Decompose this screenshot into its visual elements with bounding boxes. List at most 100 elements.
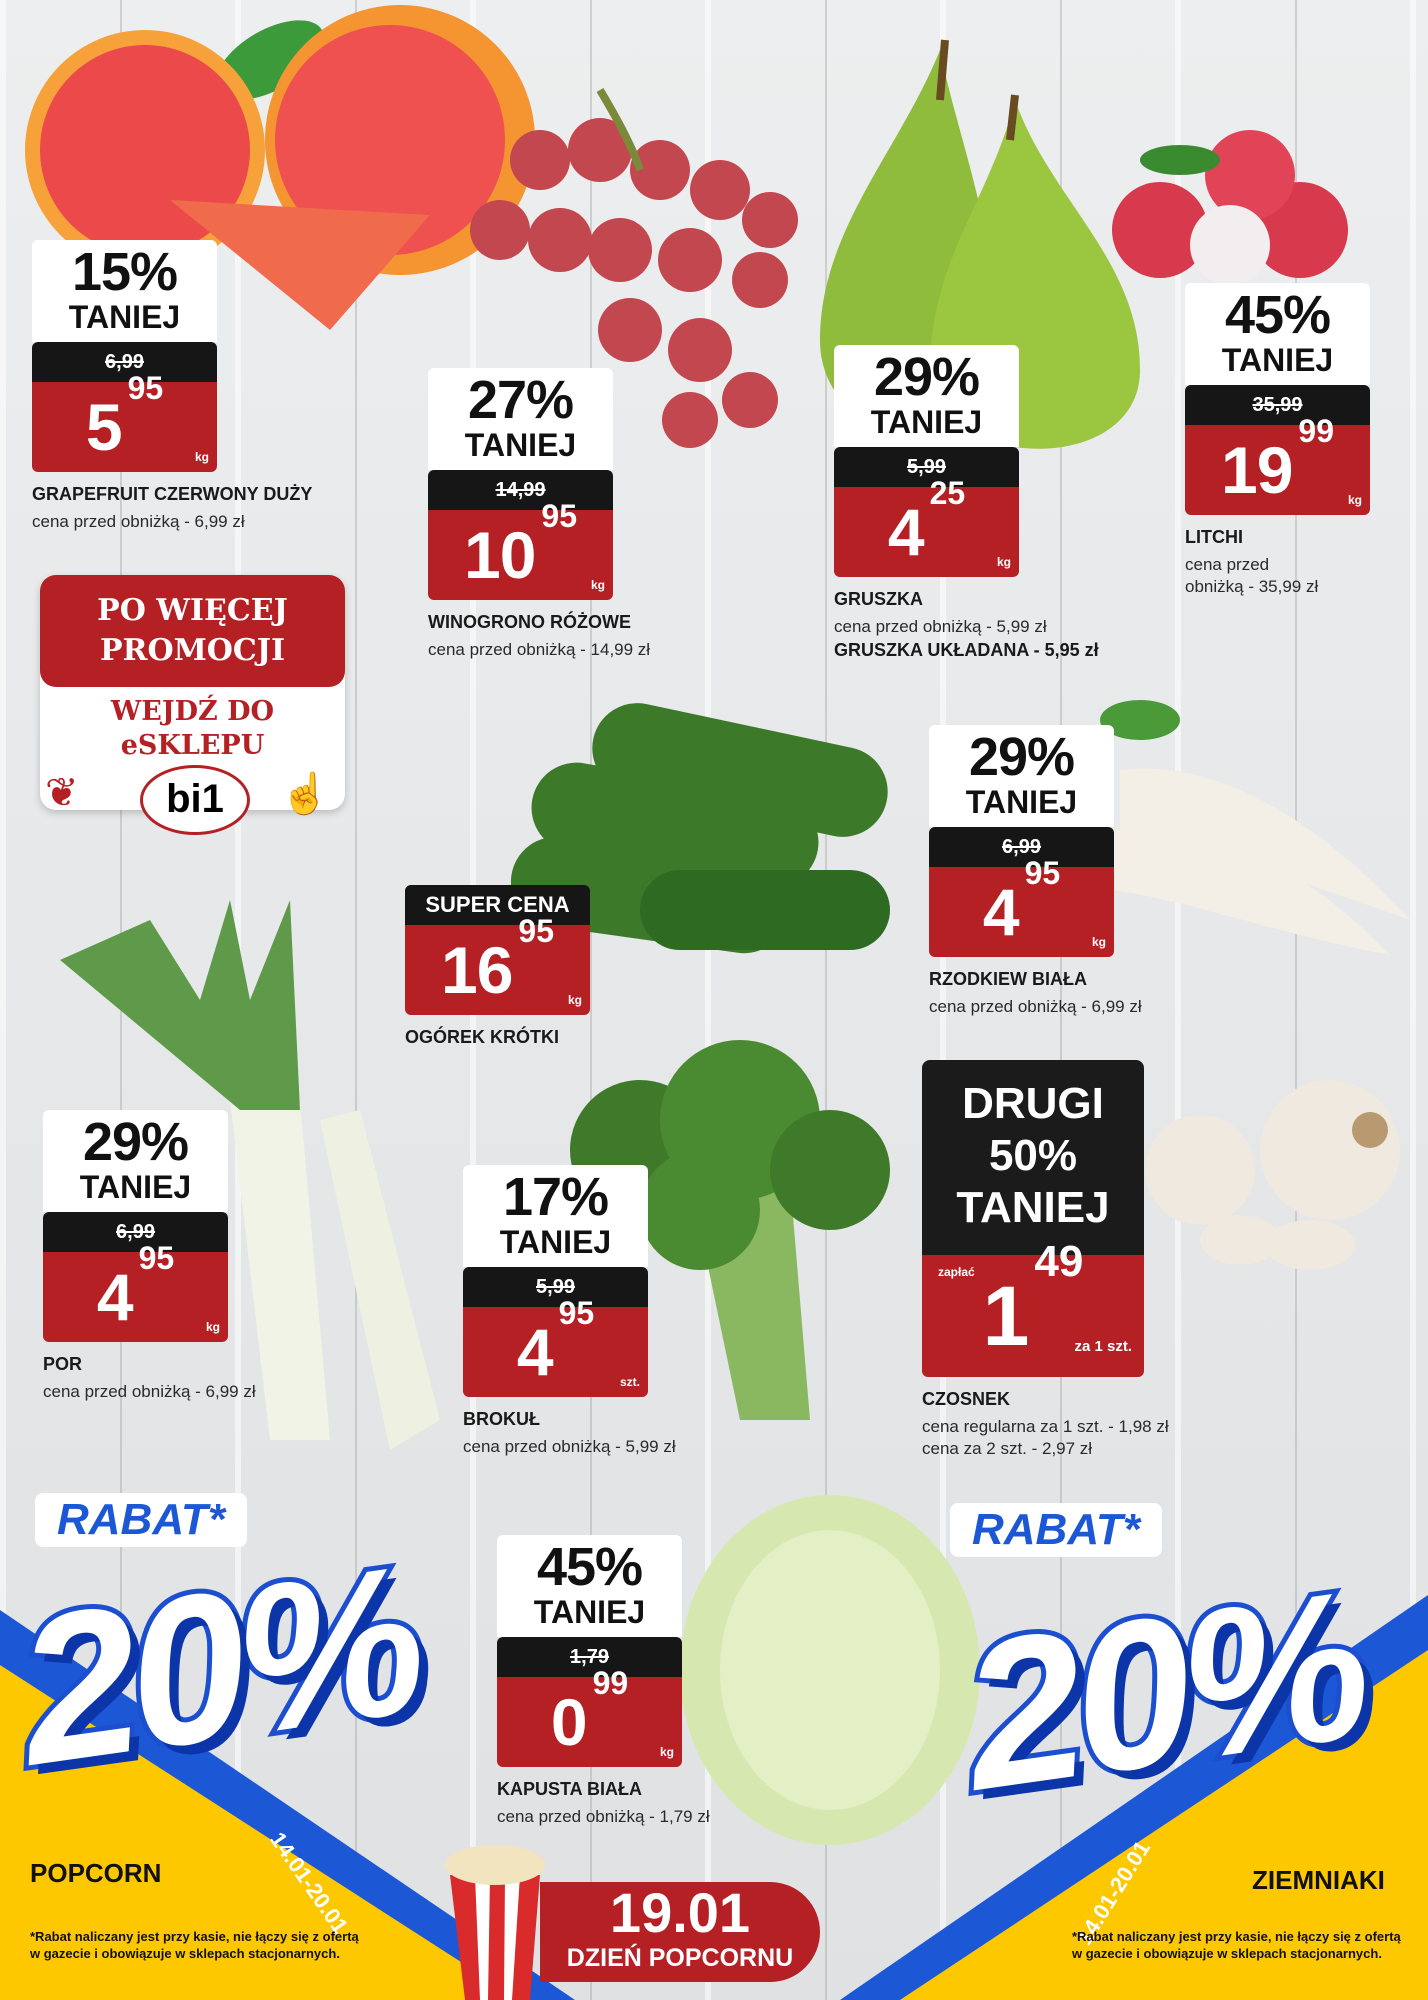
product-por: 29% TANIEJ 6,99 495 kg POR cena przed obniżką … [43, 1110, 256, 1403]
ziemniaki-label: ZIEMNIAKI [1252, 1865, 1385, 1895]
old-price: 6,99 [43, 1212, 228, 1252]
product-kapusta: 45% TANIEJ 1,79 099 kg KAPUSTA BIAŁA cena prze… [497, 1535, 710, 1828]
discount-box: 29% TANIEJ [43, 1110, 228, 1212]
old-price: 5,99 [463, 1267, 648, 1307]
discount-box: 29% TANIEJ [834, 345, 1019, 447]
rabat-label-right: RABAT* [950, 1503, 1162, 1557]
price-box: 495 szt. [463, 1295, 648, 1397]
price-cents: 95 [558, 1295, 595, 1331]
price-unit: kg [194, 450, 209, 464]
discount-box: 27% TANIEJ [428, 368, 613, 470]
hand-pointer-icon: ☝ [280, 772, 330, 816]
price-unit: kg [659, 1745, 674, 1759]
product-sub: cena za 2 szt. - 2,97 zł [922, 1439, 1093, 1458]
discount-percent: 29% [968, 727, 1075, 787]
broccoli-image [570, 1040, 890, 1420]
discount-box: 15% TANIEJ [32, 240, 217, 342]
price-unit: kg [1347, 493, 1362, 507]
price-unit: kg [567, 993, 582, 1007]
price-cents: 99 [1298, 413, 1334, 449]
zaplac-label: zapłać [938, 1265, 975, 1279]
taniej-label: TANIEJ [1221, 342, 1334, 378]
bi1-logo: bi1 [140, 765, 250, 835]
price-unit: kg [590, 578, 605, 592]
product-name: OGÓREK KRÓTKI [405, 1027, 560, 1047]
product-name: KAPUSTA BIAŁA [497, 1779, 642, 1799]
taniej-label: TANIEJ [464, 427, 577, 463]
promo-line2: 50% [988, 1131, 1078, 1180]
old-price: 14,99 [428, 470, 613, 510]
price-main: 0 [550, 1685, 588, 1759]
price-main: 4 [982, 875, 1020, 949]
promo-cta: WEJDŹ DO eSKLEPU [40, 695, 345, 763]
taniej-label: TANIEJ [870, 404, 983, 440]
taniej-label: TANIEJ [533, 1594, 646, 1630]
price-main: 19 [1220, 433, 1293, 507]
price-main: 4 [887, 495, 925, 569]
product-brokul: 17% TANIEJ 5,99 495 szt. BROKUŁ cena przed obn… [463, 1165, 676, 1458]
product-sub: cena przed obniżką - 1,79 zł [497, 1807, 710, 1826]
taniej-label: TANIEJ [499, 1224, 612, 1260]
product-gruszka: 29% TANIEJ 5,99 425 kg GRUSZKA cena przed obni… [834, 345, 1099, 661]
price-cents: 95 [1024, 855, 1061, 891]
product-name: GRUSZKA [834, 589, 923, 609]
garlic-image [1145, 1080, 1400, 1270]
price-box: 1095 kg [428, 498, 613, 600]
product-name: POR [43, 1354, 83, 1374]
price-cents: 95 [518, 913, 554, 949]
price-cents: 95 [138, 1240, 175, 1276]
product-sub: cena przed [1185, 555, 1270, 574]
produce-images [25, 5, 1410, 1450]
promo-line1: DRUGI [962, 1079, 1104, 1128]
price-box: 495 kg [43, 1240, 228, 1342]
discount-box: 45% TANIEJ [497, 1535, 682, 1637]
price-cents: 25 [929, 475, 966, 511]
price-cents: 95 [541, 498, 577, 534]
popcorn-label: POPCORN [30, 1858, 162, 1888]
cabbage-image [680, 1495, 980, 1845]
product-sub: cena przed obniżką - 14,99 zł [428, 640, 651, 659]
old-price: 1,79 [497, 1637, 682, 1677]
leek-image [60, 900, 440, 1450]
grapes-image [470, 87, 798, 448]
promo-line2: PROMOCJI [99, 633, 286, 668]
esklep-promo-banner[interactable]: PO WIĘCEJ PROMOCJI WEJDŹ DO eSKLEPU bi1 … [40, 575, 345, 835]
price-cents: 49 [1034, 1237, 1084, 1286]
taniej-label: TANIEJ [68, 299, 181, 335]
product-czosnek: DRUGI 50% TANIEJ zapłać 149 za 1 szt. CZ… [922, 1060, 1169, 1460]
price-main: 16 [440, 933, 513, 1007]
price-cents: 95 [127, 370, 164, 406]
product-litchi: 45% TANIEJ 35,99 1999 kg LITCHI cena przed obni… [1185, 283, 1370, 598]
price-unit: za 1 szt. [1074, 1338, 1132, 1355]
price-main: 4 [516, 1315, 554, 1389]
taniej-label: TANIEJ [79, 1169, 192, 1205]
discount-percent: 27% [467, 370, 574, 430]
product-sub: cena przed obniżką - 5,99 zł [463, 1437, 676, 1456]
popcorn-day-label: DZIEŃ POPCORNU [566, 1944, 794, 1972]
product-sub: obniżką - 35,99 zł [1185, 577, 1319, 596]
rabat-label-left: RABAT* [35, 1493, 247, 1547]
discount-percent: 29% [873, 347, 980, 407]
product-sub: cena przed obniżką - 6,99 zł [929, 997, 1142, 1016]
discount-box: 45% TANIEJ [1185, 283, 1370, 385]
discount-box: 29% TANIEJ [929, 725, 1114, 827]
taniej-label: TANIEJ [965, 784, 1078, 820]
product-rzodkiew: 29% TANIEJ 6,99 495 kg RZODKIEW BIAŁA cena prz… [929, 725, 1142, 1018]
product-winogrono: 27% TANIEJ 14,99 1095 kg WINOGRONO RÓŻOWE cena… [428, 368, 651, 661]
product-sub: cena przed obniżką - 5,99 zł [834, 617, 1047, 636]
footnote-right: *Rabat naliczany jest przy kasie, nie łą… [1072, 1929, 1401, 1961]
product-grapefruit: 15% TANIEJ 6,99 595 kg GRAPEFRUIT CZERWONY DU… [32, 240, 312, 533]
promo-header: PO WIĘCEJ PROMOCJI [40, 575, 345, 687]
bottom-banner-shapes [0, 1495, 1428, 2000]
old-price: 6,99 [929, 827, 1114, 867]
promo-line3: TANIEJ [956, 1183, 1110, 1232]
old-price: 5,99 [834, 447, 1019, 487]
price-main: 5 [85, 390, 123, 464]
price-main: 1 [982, 1269, 1030, 1363]
popcorn-day-badge: 19.01 DZIEŃ POPCORNU [540, 1882, 820, 1982]
price-box: 1999 kg [1185, 413, 1370, 515]
price-box: 1695 kg [405, 913, 590, 1015]
grapefruit-image [25, 5, 535, 330]
product-sub: cena regularna za 1 szt. - 1,98 zł [922, 1417, 1169, 1436]
price-cents: 99 [592, 1665, 629, 1701]
